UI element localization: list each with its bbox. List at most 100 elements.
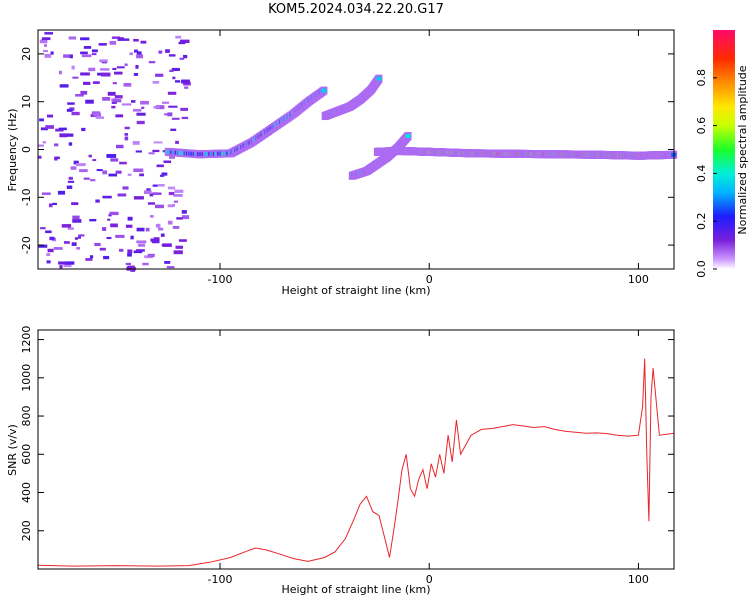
heatmap-cell (181, 116, 189, 120)
heatmap-cell (133, 38, 139, 42)
heatmap-cell (57, 190, 66, 195)
x-tick-label: 0 (426, 573, 433, 586)
y-tick-label: 0 (20, 146, 33, 153)
heatmap-cell (58, 261, 68, 265)
heatmap-cell (63, 263, 72, 268)
heatmap-cell (153, 141, 163, 144)
heatmap-cell (90, 179, 96, 182)
heatmap-cell (116, 144, 124, 149)
heatmap-cell (155, 73, 164, 77)
heatmap-cell (127, 216, 133, 221)
heatmap-cell (54, 157, 58, 161)
heatmap-cell (43, 49, 48, 53)
heatmap-cell (180, 107, 189, 111)
y-tick-label: 20 (20, 47, 33, 61)
y-tick-label: -20 (20, 236, 33, 254)
heatmap-cell (71, 111, 80, 116)
heatmap-cell (66, 108, 73, 112)
heatmap-cell (75, 94, 84, 97)
heatmap-cell (159, 174, 165, 177)
colorbar-ticks: 0.0 0.2 0.4 0.6 0.8 (695, 69, 717, 278)
heatmap-cell (152, 184, 158, 187)
heatmap-cell (174, 80, 181, 83)
heatmap-cell (53, 247, 63, 250)
heatmap-cell (183, 54, 188, 59)
heatmap-cell (112, 99, 122, 103)
heatmap-cell (136, 112, 146, 116)
heatmap-cell (71, 202, 79, 206)
heatmap-cell (72, 76, 79, 79)
heatmap-cell (69, 54, 73, 59)
heatmap-cell (127, 253, 132, 257)
heatmap-cell (73, 160, 79, 165)
heatmap-cell (74, 237, 78, 240)
heatmap-cell (67, 180, 75, 183)
heatmap-cell (162, 243, 172, 247)
heatmap-cell (47, 248, 54, 253)
heatmap-cell (179, 57, 185, 60)
heatmap-cell (135, 150, 142, 153)
heatmap-cell (149, 193, 154, 197)
heatmap-cell (134, 49, 138, 53)
heatmap-cell (125, 224, 133, 228)
heatmap-cell (102, 96, 111, 101)
heatmap-cell (92, 159, 97, 162)
y-tick-label: -10 (20, 188, 33, 206)
heatmap-cell (180, 39, 190, 44)
heatmap-cell (85, 258, 93, 261)
heatmap-cell (164, 261, 171, 264)
heatmap-cell (38, 244, 48, 248)
heatmap-cell (52, 202, 57, 205)
heatmap-cell (118, 248, 124, 252)
heatmap-cell (136, 51, 142, 55)
heatmap-cell (160, 233, 165, 237)
heatmap-cell (146, 188, 151, 192)
heatmap-cell (91, 53, 97, 56)
heatmap-cell (163, 160, 172, 163)
heatmap-cell (68, 176, 73, 180)
heatmap-cell (124, 126, 130, 130)
heatmap-cell (122, 186, 129, 190)
heatmap-cell (125, 262, 131, 265)
heatmap-cell (171, 204, 176, 207)
heatmap-cell (103, 255, 110, 260)
heatmap-cell (172, 76, 176, 80)
heatmap-cell (72, 215, 80, 220)
heatmap-cell (111, 105, 116, 109)
heatmap-cell (140, 100, 149, 105)
heatmap-cell (111, 101, 117, 104)
heatmap-cell (136, 240, 147, 244)
heatmap-cell (133, 73, 139, 76)
heatmap-cell (147, 253, 155, 258)
heatmap-cell (115, 114, 124, 118)
heatmap-cell (63, 54, 73, 58)
heatmap-cell (133, 196, 144, 200)
colorbar-tick-label: 0.6 (695, 117, 708, 135)
heatmap-cell (111, 36, 121, 39)
heatmap-cell (173, 250, 183, 255)
heatmap-cell (167, 186, 176, 190)
heatmap-cell (167, 112, 173, 117)
y-tick-label: 10 (20, 95, 33, 109)
heatmap-cell (124, 83, 130, 86)
heatmap-cell (80, 90, 88, 95)
heatmap-cell (150, 215, 154, 218)
heatmap-cell (110, 223, 118, 228)
heatmap-cell (174, 189, 184, 193)
heatmap-cell (79, 169, 88, 173)
heatmap-cell (376, 76, 382, 81)
heatmap-cell (112, 67, 117, 71)
heatmap-cell (152, 149, 160, 153)
heatmap-cell (59, 265, 63, 269)
heatmap-cell (133, 168, 144, 173)
heatmap-cell (109, 40, 117, 45)
heatmap-cell (405, 134, 411, 139)
heatmap-cell (143, 190, 152, 195)
heatmap-cell (112, 82, 117, 85)
heatmap-cell (58, 70, 62, 75)
heatmap-cell (156, 164, 164, 168)
heatmap-cell (138, 243, 146, 247)
heatmap-cell (178, 239, 187, 242)
heatmap-cell (40, 227, 46, 230)
